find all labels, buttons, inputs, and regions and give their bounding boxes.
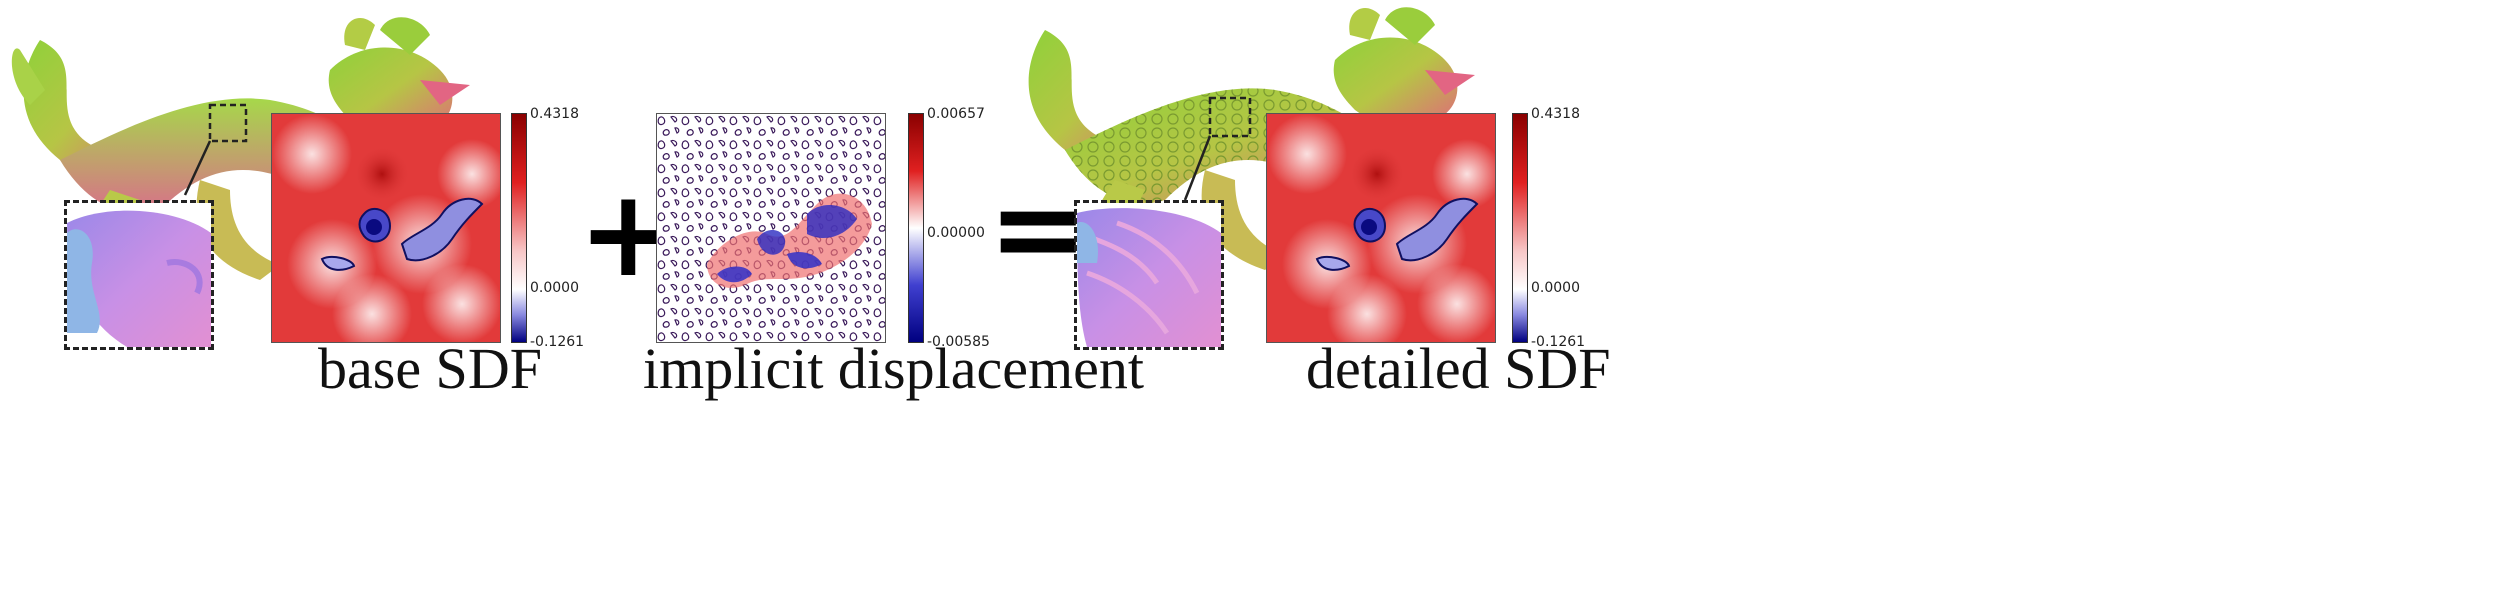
detailed-cbar-mid: 0.0000 [1531, 280, 1580, 296]
base-colorbar [511, 113, 527, 343]
displacement-cbar-max: 0.00657 [927, 106, 985, 122]
displacement-cbar-min: -0.00585 [927, 334, 990, 350]
detailed-normal-inset [1074, 200, 1224, 350]
equals-operator: = [988, 160, 1089, 299]
displacement-colorbar [908, 113, 924, 343]
base-caption: base SDF [318, 336, 542, 401]
base-cbar-mid: 0.0000 [530, 280, 579, 296]
detailed-cbar-min: -0.1261 [1531, 334, 1586, 350]
displacement-caption: implicit displacement [643, 336, 1144, 401]
base-cbar-min: -0.1261 [530, 334, 585, 350]
base-sdf-heatmap [271, 113, 501, 343]
detailed-sdf-heatmap [1266, 113, 1496, 343]
displacement-cbar-mid: 0.00000 [927, 225, 985, 241]
detailed-cbar-max: 0.4318 [1531, 106, 1580, 122]
detailed-colorbar [1512, 113, 1528, 343]
displacement-heatmap [656, 113, 886, 343]
detailed-caption: detailed SDF [1306, 336, 1611, 401]
base-normal-inset [64, 200, 214, 350]
base-normal-map-icon [67, 203, 211, 347]
detailed-normal-map-icon [1077, 203, 1221, 347]
base-cbar-max: 0.4318 [530, 106, 579, 122]
